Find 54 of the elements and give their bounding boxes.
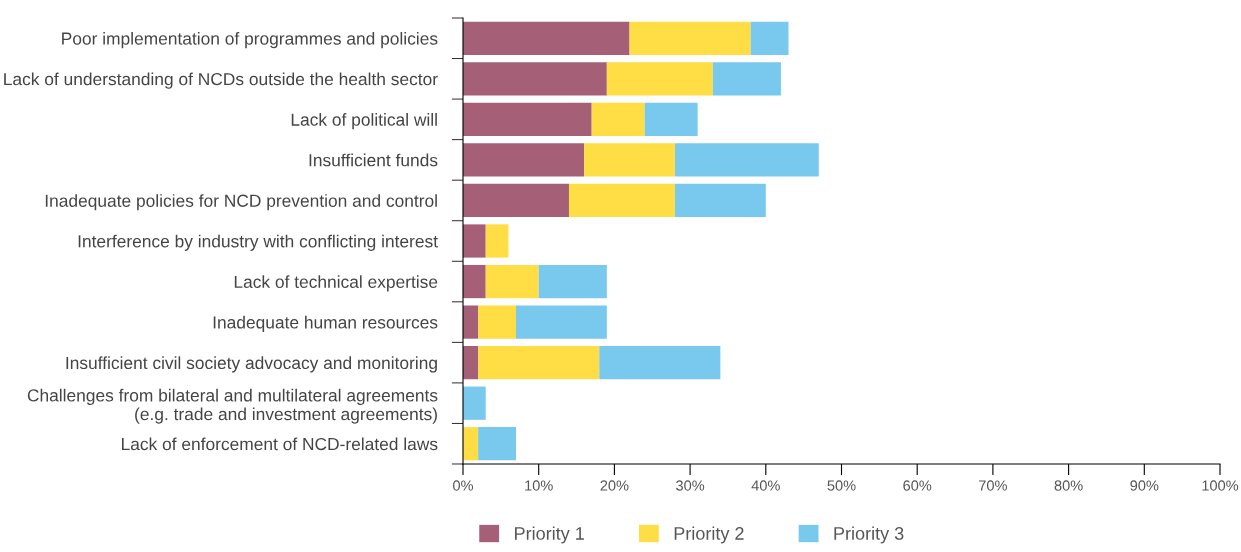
y-tick-label: Inadequate human resources [213,315,438,332]
x-tick-label: 50% [827,480,856,491]
bar [485,264,539,299]
bar [515,305,607,339]
x-tick-label: 0% [453,480,474,491]
bar [644,102,698,136]
y-tick-label: Interference by industry with conflicting interest [78,234,438,251]
y-tick-label: Poor implementation of programmes and policies [62,31,438,49]
x-tick-label: 80% [1054,480,1083,491]
x-tick-label: 70% [979,480,1007,491]
bar [478,305,516,339]
y-tick-label: Challenges from bilateral and multilateral agreements (e.g. trade and investment agreements) [27,388,438,424]
bar [463,305,479,339]
bar [478,346,600,380]
legend-label: Priority 3 [834,526,904,544]
bar [463,21,630,55]
x-tick-label: 40% [751,480,780,491]
bar [568,183,675,218]
bar [463,427,479,461]
y-tick-label: Inadequate policies for NCD prevention and control [45,194,437,211]
bar [463,62,607,96]
bar [485,224,509,258]
x-tick-label: 90% [1130,480,1159,491]
bar [463,386,486,420]
bar [712,62,781,96]
y-tick-label: Insufficient civil society advocacy and monitoring [66,356,437,373]
y-tick-label: Lack of understanding of NCDs outside the health sector [4,72,438,89]
bar [584,143,675,177]
x-tick-label: 100% [1202,480,1239,491]
y-tick-label: Lack of enforcement of NCD-related laws [121,437,438,451]
x-tick-label: 30% [676,480,705,491]
legend-label: Priority 1 [515,526,584,544]
bar [463,224,486,258]
bar [750,21,789,55]
bar [606,62,713,96]
bar [463,264,486,299]
bar [629,21,751,55]
bar [463,102,592,136]
y-tick-label: Lack of technical expertise [234,275,438,292]
x-tick-label: 60% [903,480,932,491]
bar [478,427,516,461]
bar [599,346,721,380]
x-tick-label: 20% [600,480,629,491]
bar [463,346,479,380]
y-tick-label: Lack of political will [291,113,437,130]
bar [463,183,569,218]
x-tick-label: 10% [525,480,553,491]
y-tick-label: Insufficient funds [309,153,438,167]
bar [674,143,819,177]
bar [591,102,645,136]
bar [538,264,607,299]
bar [463,143,585,177]
legend-label: Priority 2 [674,526,744,544]
bar [674,183,766,218]
